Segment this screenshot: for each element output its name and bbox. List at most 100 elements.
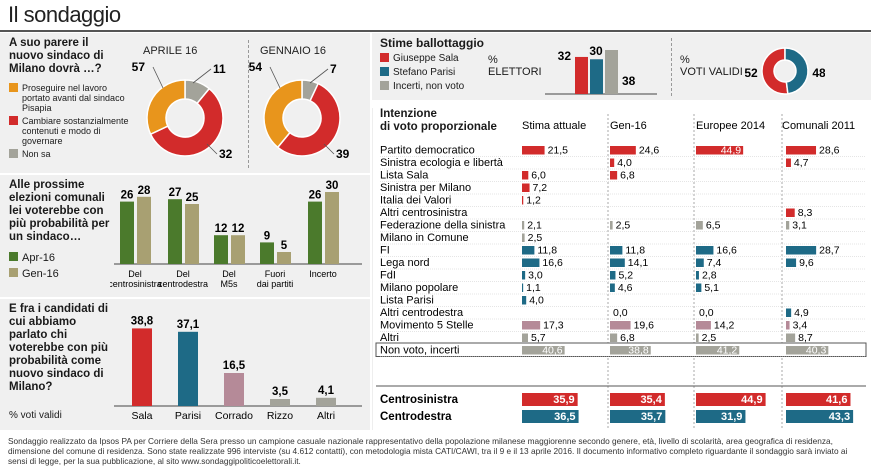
bar-value-label: 3,5 [272,386,289,398]
bar-value-label: 44,9 [721,145,742,157]
bar-value-label: 41,2 [717,345,738,357]
leader-line [192,68,212,84]
bar [610,246,623,255]
leader-line [269,66,281,89]
bar-value-label: 8,3 [798,207,813,219]
party-label: Altri [380,332,399,344]
ballot-legend-item: Giuseppe Sala [380,53,464,64]
column-header: Gen-16 [610,120,647,132]
bar [786,346,829,355]
party-label: Movimento 5 Stelle [380,320,474,332]
bar-value-label: 5,7 [531,332,546,344]
bar-value-label: 3,0 [528,270,543,282]
bar [786,208,795,217]
q2-legend: Apr-16 Gen-16 [9,252,59,280]
bar-value-label: 0,0 [699,307,714,319]
bar-value-label: 30 [589,44,603,58]
bar-value-label: 2,8 [702,270,717,282]
category-label: Altri [317,410,335,422]
slice-label: 7 [330,62,337,76]
column-header: Europee 2014 [696,120,765,132]
bar [610,146,636,155]
q1-question: A suo parere il nuovo sindaco di Milano … [9,37,104,75]
summary-bar [786,393,851,406]
category-label: Del [128,269,142,279]
bar [168,199,182,264]
bar-value-label: 28,6 [819,145,840,157]
bar-value-label: 26 [309,190,322,202]
legend-swatch [9,252,18,261]
bar-value-label: 6,0 [531,170,546,182]
bar [696,221,703,230]
bar [786,321,790,330]
slice-label: 52 [745,66,758,80]
bar [178,331,198,406]
category-label: centrodestra [158,279,208,289]
bar [522,283,524,292]
q2-legend-item: Apr-16 [9,252,59,264]
bar-value-label: 4,9 [794,307,809,319]
bar [786,333,796,342]
bar [610,171,618,180]
leader-line [206,143,218,155]
bar [610,321,631,330]
ballot-elettori-label: % ELETTORI [488,54,542,78]
bar-value-label: 5 [281,240,288,252]
summary-label: Centrodestra [380,411,452,423]
party-label: Milano popolare [380,282,458,294]
validi-label-line2: VOTI VALIDI [680,66,743,78]
ballot-elettori-bars: 32 30 38 [545,44,657,95]
bar-value-label: 4,0 [617,157,632,169]
slice-label: 39 [336,147,350,161]
party-label: FI [380,245,390,257]
bar-value-label: 11,8 [625,245,645,257]
bar [270,399,290,406]
ballot-legend-item: Incerti, non voto [380,81,464,92]
category-label: Incerto [309,269,337,279]
legend-label: Apr-16 [22,252,56,264]
q1-legend: Proseguire nel lavoro portato avanti dal… [9,83,131,159]
category-label: dai partiti [257,279,294,289]
bar [605,50,618,94]
bar [522,271,526,280]
bar-value-label: 8,7 [798,332,813,344]
bar [696,271,699,280]
bar-value-label: 9 [264,230,270,242]
ballot-validi-label: % VOTI VALIDI [680,54,743,78]
bar-value-label: 7,2 [533,182,548,194]
bar [214,235,228,264]
legend-label: Gen-16 [22,268,59,280]
bar [610,271,616,280]
bar [277,252,291,264]
bar-value-label: 17,3 [543,320,564,332]
legend-swatch [380,53,389,62]
donut-slice [263,79,303,149]
bar [786,246,817,255]
bar-value-label: 26 [121,190,134,202]
bar [316,397,336,406]
legend-swatch [380,67,389,76]
bar [522,233,525,242]
q2-legend-item: Gen-16 [9,268,59,280]
bar [522,171,529,180]
summary-value-label: 35,7 [641,411,662,423]
bar [696,283,702,292]
q1-separator [248,40,250,168]
party-label: Lista Sala [380,170,429,182]
bar [522,321,541,330]
ballot-separator [671,38,673,96]
bar [696,346,740,355]
legend-label: Non sa [22,149,51,159]
bar-value-label: 2,5 [616,220,631,232]
bar-value-label: 21,5 [548,145,569,157]
bar [325,192,339,264]
donut-slice [146,79,186,136]
bar [786,158,791,167]
summary-value-label: 35,9 [553,394,574,406]
q3-note: % voti validi [9,410,62,421]
bar [522,346,565,355]
ballot-validi-donut: 52 48 [745,47,825,95]
legend-swatch [9,83,18,92]
party-label: Sinistra per Milano [380,182,471,194]
